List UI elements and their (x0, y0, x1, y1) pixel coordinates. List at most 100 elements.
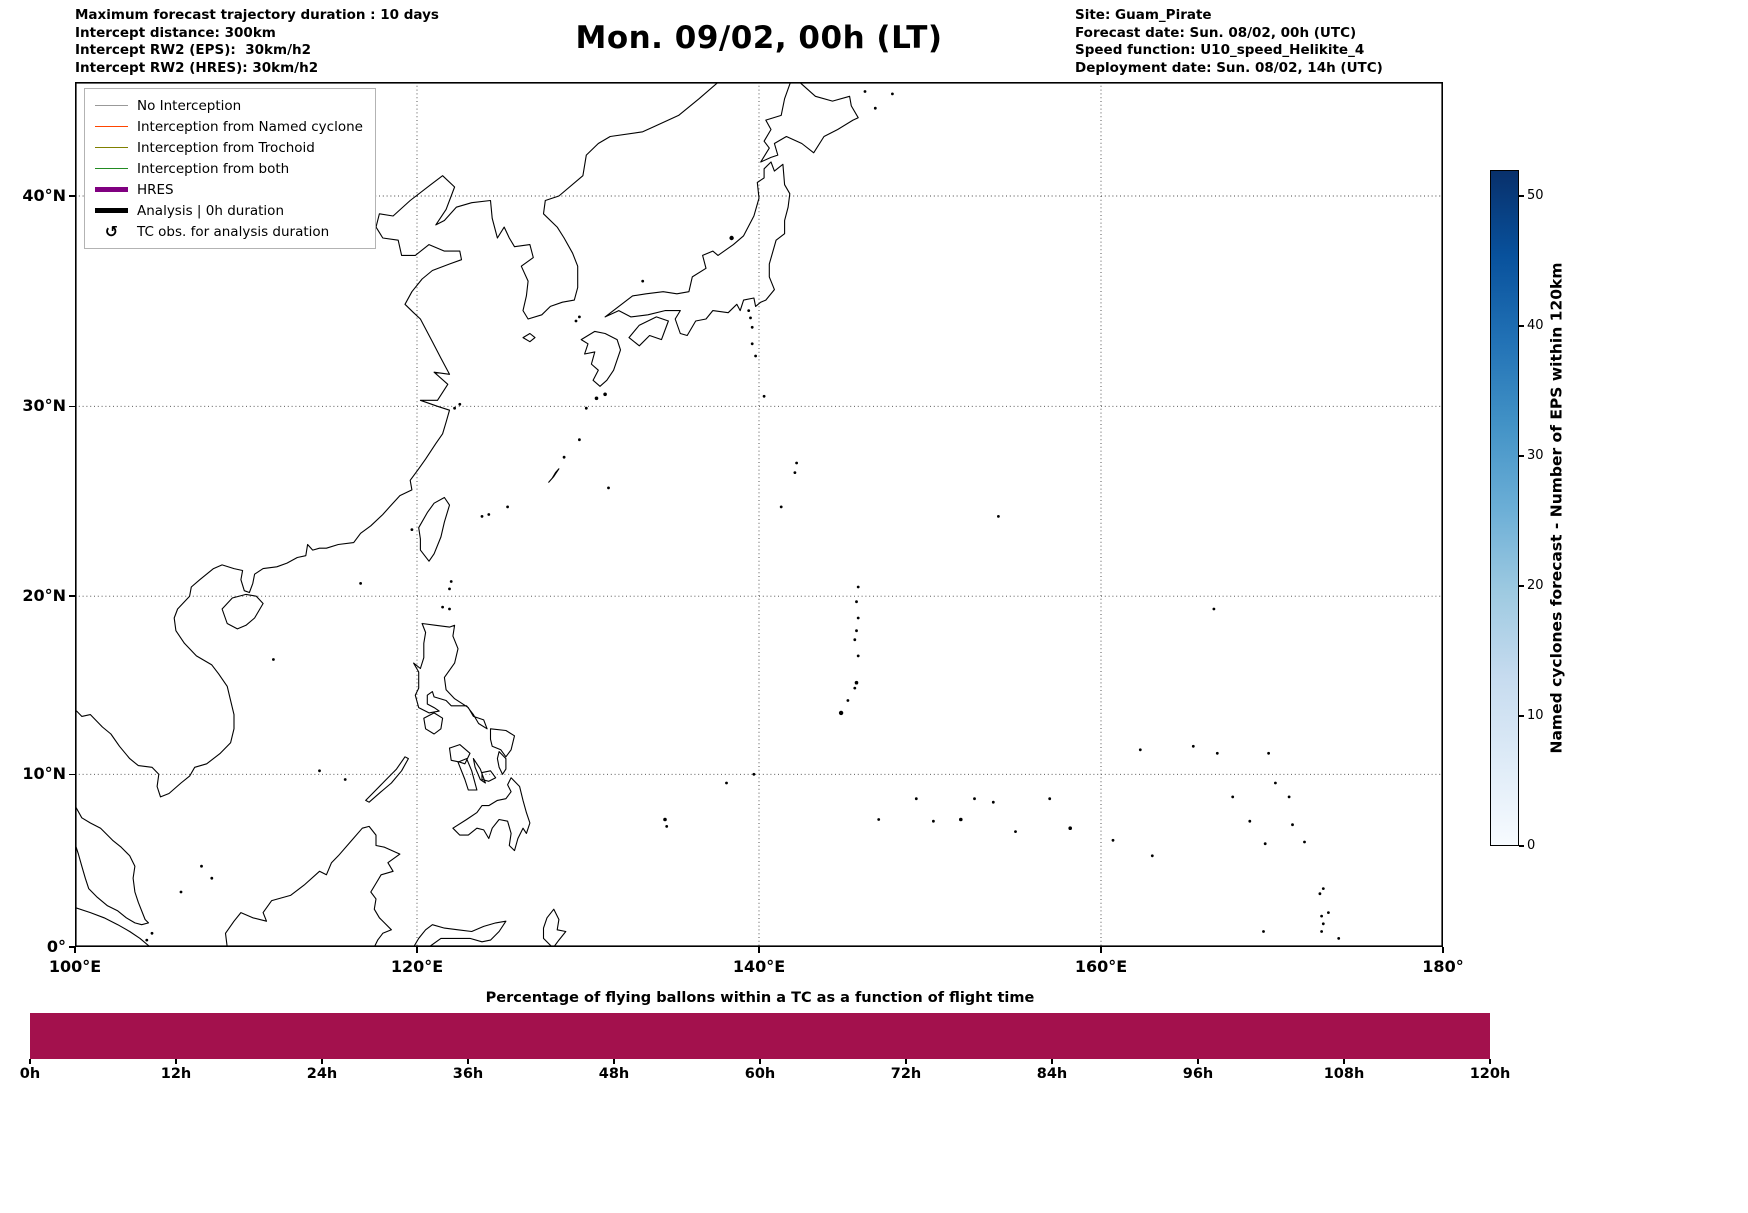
header-info-line: Site: Guam_Pirate (1075, 7, 1212, 23)
legend-label: TC obs. for analysis duration (137, 223, 330, 240)
island-dot (574, 319, 578, 323)
map-legend: No Interception Interception from Named c… (84, 88, 376, 249)
flight-time-tick-label: 84h (1036, 1066, 1068, 1082)
axis-tick-mark (1442, 947, 1444, 953)
island-dot (752, 772, 756, 776)
island-dot (641, 279, 645, 283)
axis-tick-mark (69, 595, 75, 597)
flight-time-tick-label: 36h (452, 1066, 484, 1082)
axis-tick-mark (175, 1059, 177, 1064)
flight-time-percentage-bar (30, 1013, 1490, 1059)
island-dot (458, 402, 462, 406)
island-dot (210, 876, 214, 880)
island-dot (856, 616, 860, 620)
tc-obs-symbol: ↺ (104, 221, 119, 241)
island-dot (863, 90, 867, 93)
legend-line-swatch (95, 104, 128, 107)
island-dot (1318, 892, 1322, 896)
legend-line-swatch (95, 167, 128, 170)
island-dot (1274, 781, 1277, 785)
axis-tick-mark (467, 1059, 469, 1064)
coastline (628, 316, 669, 347)
island-dot (877, 818, 881, 821)
island-dot (562, 455, 566, 459)
coastline (75, 906, 151, 947)
x-axis-tick-label: 100°E (48, 957, 102, 976)
island-dot (914, 797, 918, 801)
island-dot (1337, 937, 1341, 940)
island-dot (750, 325, 754, 329)
axis-tick-mark (1489, 1059, 1491, 1064)
island-dot (663, 817, 667, 822)
flight-time-tick-label: 96h (1182, 1066, 1214, 1082)
island-dot (1212, 607, 1216, 611)
legend-item: Interception from Named cyclone (95, 116, 363, 137)
island-dot (1248, 819, 1252, 823)
axis-tick-mark (613, 1059, 615, 1064)
axis-tick-mark (1343, 1059, 1345, 1064)
axis-tick-mark (69, 773, 75, 776)
island-dot (856, 585, 860, 589)
island-dot (854, 680, 859, 685)
flight-time-tick-label: 12h (160, 1066, 192, 1082)
island-dot (1321, 922, 1325, 926)
header-info-line: Intercept distance: 300km (75, 24, 276, 41)
island-dot (973, 797, 976, 801)
legend-item: Analysis | 0h duration (95, 200, 363, 221)
island-dot (1191, 744, 1195, 748)
flight-time-tick-label: 24h (306, 1066, 338, 1082)
island-dot (793, 471, 797, 474)
island-dot (1014, 830, 1017, 833)
y-axis-tick-label: 0° (46, 937, 66, 956)
coastline (580, 330, 622, 387)
island-dot (584, 406, 588, 410)
island-dot (725, 781, 728, 785)
axis-tick-mark (69, 405, 75, 407)
axis-tick-mark (1197, 1059, 1199, 1064)
header-info-line: Forecast date: Sun. 08/02, 00h (UTC) (1075, 24, 1357, 41)
island-dot (1327, 911, 1330, 914)
island-dot (1138, 748, 1142, 752)
coastline (604, 161, 791, 337)
coastline (423, 712, 444, 735)
coastline (413, 622, 488, 730)
island-dot (1287, 795, 1291, 799)
colorbar-tick-label: 30 (1527, 448, 1544, 463)
island-dot (853, 686, 857, 690)
flight-time-tick-label: 120h (1469, 1066, 1511, 1082)
legend-label: Analysis | 0h duration (137, 202, 284, 219)
y-axis-tick-label: 40°N (22, 185, 66, 205)
island-dot (853, 638, 857, 642)
axis-tick-mark (69, 195, 75, 197)
coastline (221, 593, 264, 630)
legend-item: No Interception (95, 95, 363, 116)
coastline (522, 332, 536, 343)
axis-tick-mark (1051, 1059, 1053, 1064)
island-dot (449, 580, 453, 583)
island-dot (891, 92, 894, 96)
y-axis-tick-label: 20°N (22, 586, 66, 606)
island-dot (1320, 930, 1323, 933)
x-axis-tick-label: 160°E (1074, 957, 1128, 976)
coastline (496, 751, 507, 775)
coastline (365, 756, 409, 803)
colorbar-tick-label: 50 (1527, 188, 1544, 203)
legend-label: No Interception (137, 97, 242, 114)
island-dot (410, 528, 414, 531)
map-canvas (75, 82, 1443, 947)
island-dot (1111, 838, 1115, 842)
legend-line-swatch (95, 146, 128, 149)
bottom-chart-title: Percentage of flying ballons within a TC… (485, 990, 1035, 1006)
island-dot (754, 354, 757, 358)
island-dot (594, 396, 599, 401)
island-dot (846, 699, 850, 702)
island-dot (1150, 854, 1154, 858)
map-frame (75, 82, 1443, 947)
island-dot (795, 461, 798, 465)
island-dot (750, 342, 754, 346)
colorbar-axis-label: Named cyclones forecast - Number of EPS … (1547, 262, 1565, 754)
header-left-info: Maximum forecast trajectory duration : 1… (75, 7, 439, 77)
island-dot (991, 800, 995, 804)
x-axis-tick-label: 180° (1422, 957, 1464, 976)
